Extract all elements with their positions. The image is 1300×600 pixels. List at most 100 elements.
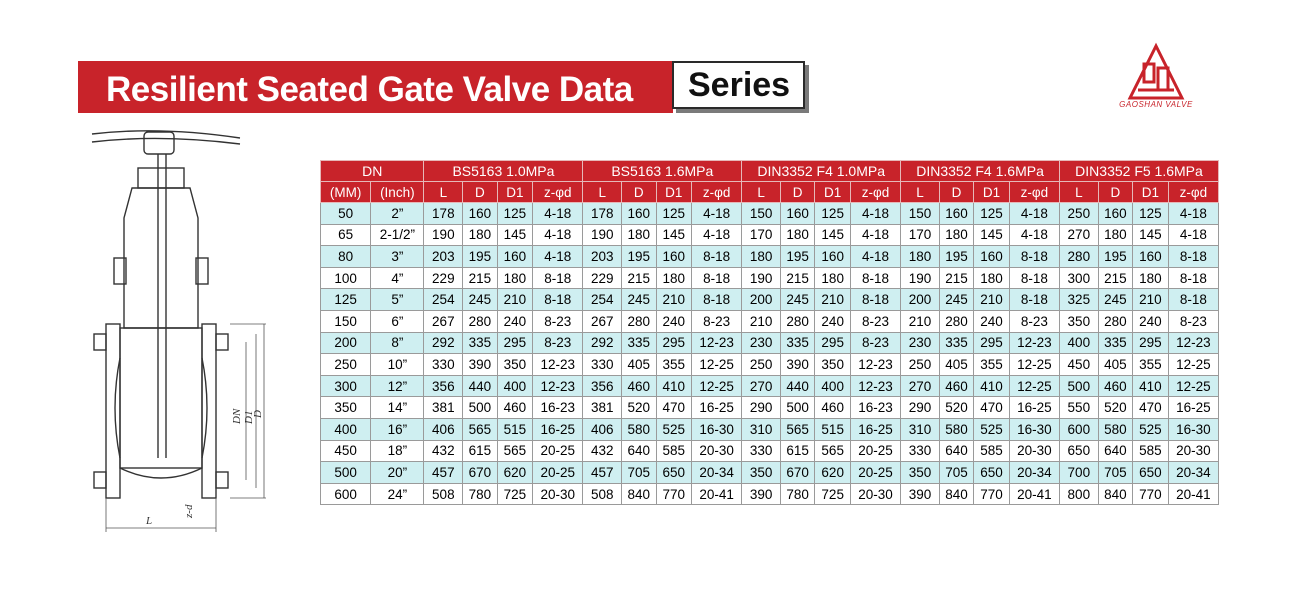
subcol-header: D: [621, 181, 657, 203]
table-cell: 406: [582, 417, 623, 441]
table-cell: 210: [741, 309, 781, 333]
table-row: 65 2-1/2” 190 180 145 4-18 190 180 145 4-18 170 180…: [319, 223, 1220, 247]
table-cell: 565: [462, 417, 498, 441]
table-cell: 580: [938, 417, 975, 441]
table-cell: 16-25: [1167, 396, 1220, 419]
table-cell: 20-25: [532, 439, 584, 463]
table-cell: 245: [938, 288, 975, 311]
table-cell: 20-25: [532, 461, 584, 484]
table-cell: 840: [621, 482, 657, 506]
dn-inch-cell: 2-1/2”: [370, 223, 425, 247]
table-cell: 292: [423, 331, 464, 355]
table-cell: 240: [496, 309, 534, 333]
table-cell: 770: [655, 482, 693, 506]
table-cell: 203: [423, 245, 464, 268]
table-cell: 190: [582, 223, 623, 247]
dn-mm-cell: 500: [319, 461, 372, 484]
table-cell: 565: [496, 439, 534, 463]
table-cell: 705: [621, 461, 657, 484]
dn-inch-cell: 8”: [370, 331, 425, 355]
table-cell: 160: [973, 245, 1010, 268]
table-cell: 178: [582, 202, 623, 225]
table-cell: 432: [582, 439, 623, 463]
table-cell: 670: [779, 461, 816, 484]
dn-inch-cell: 20”: [370, 461, 425, 484]
table-cell: 20-34: [1008, 461, 1060, 484]
table-cell: 20-30: [849, 482, 902, 506]
table-cell: 280: [621, 309, 657, 333]
table-cell: 20-41: [691, 482, 743, 506]
table-cell: 190: [741, 266, 781, 290]
table-cell: 150: [900, 202, 940, 225]
table-cell: 356: [582, 374, 623, 398]
table-cell: 4-18: [1008, 223, 1060, 247]
table-cell: 203: [582, 245, 623, 268]
table-cell: 125: [496, 202, 534, 225]
table-cell: 12-23: [1008, 331, 1060, 355]
table-cell: 215: [621, 266, 657, 290]
table-cell: 525: [973, 417, 1010, 441]
table-cell: 195: [938, 245, 975, 268]
table-cell: 700: [1058, 461, 1099, 484]
group-header: DIN3352 F4 1.6MPa: [900, 160, 1060, 182]
table-cell: 170: [741, 223, 781, 247]
table-cell: 230: [741, 331, 781, 355]
table-cell: 215: [1097, 266, 1134, 290]
table-cell: 8-18: [1008, 288, 1060, 311]
dn-mm-cell: 300: [319, 374, 372, 398]
dn-inch-cell: 4”: [370, 266, 425, 290]
table-cell: 20-30: [532, 482, 584, 506]
table-cell: 270: [741, 374, 781, 398]
subcol-header: D1: [814, 181, 851, 203]
table-cell: 16-23: [849, 396, 902, 419]
table-cell: 4-18: [532, 223, 584, 247]
table-cell: 381: [423, 396, 464, 419]
table-cell: 20-30: [1167, 439, 1220, 463]
table-cell: 8-23: [691, 309, 743, 333]
subcol-header: D1: [973, 181, 1010, 203]
table-cell: 12-25: [1008, 374, 1060, 398]
table-cell: 290: [741, 396, 781, 419]
table-cell: 440: [779, 374, 816, 398]
group-header: BS5163 1.0MPa: [423, 160, 584, 182]
table-cell: 650: [655, 461, 693, 484]
table-cell: 254: [582, 288, 623, 311]
table-cell: 8-18: [532, 288, 584, 311]
table-cell: 460: [496, 396, 534, 419]
table-cell: 310: [741, 417, 781, 441]
table-cell: 4-18: [532, 245, 584, 268]
table-cell: 515: [496, 417, 534, 441]
table-cell: 355: [655, 353, 693, 376]
table-cell: 381: [582, 396, 623, 419]
table-cell: 267: [582, 309, 623, 333]
table-cell: 20-30: [691, 439, 743, 463]
table-cell: 267: [423, 309, 464, 333]
table-row: 500 20” 457 670 620 20-25 457 705 650 20-34 350 670…: [319, 461, 1220, 484]
table-cell: 160: [779, 202, 816, 225]
table-cell: 335: [621, 331, 657, 355]
table-cell: 160: [655, 245, 693, 268]
logo-text: GAOSHAN VALVE: [1119, 100, 1193, 109]
page-title: Resilient Seated Gate Valve Data: [106, 70, 633, 109]
table-cell: 565: [814, 439, 851, 463]
table-row: 300 12” 356 440 400 12-23 356 460 410 12-25 270 440…: [319, 374, 1220, 398]
table-cell: 470: [1132, 396, 1169, 419]
table-cell: 350: [496, 353, 534, 376]
table-cell: 390: [900, 482, 940, 506]
table-cell: 280: [779, 309, 816, 333]
table-cell: 180: [973, 266, 1010, 290]
table-cell: 640: [621, 439, 657, 463]
table-cell: 160: [1132, 245, 1169, 268]
table-cell: 12-25: [1167, 353, 1220, 376]
table-cell: 125: [655, 202, 693, 225]
table-cell: 356: [423, 374, 464, 398]
subcol-header: z-φd: [1008, 181, 1060, 203]
table-cell: 245: [621, 288, 657, 311]
table-cell: 180: [621, 223, 657, 247]
valve-data-table: DN BS5163 1.0MPa BS5163 1.6MPa DIN3352 F…: [319, 160, 1220, 506]
table-cell: 125: [1132, 202, 1169, 225]
table-cell: 12-23: [532, 353, 584, 376]
table-cell: 210: [1132, 288, 1169, 311]
table-cell: 400: [496, 374, 534, 398]
table-cell: 12-23: [1167, 331, 1220, 355]
